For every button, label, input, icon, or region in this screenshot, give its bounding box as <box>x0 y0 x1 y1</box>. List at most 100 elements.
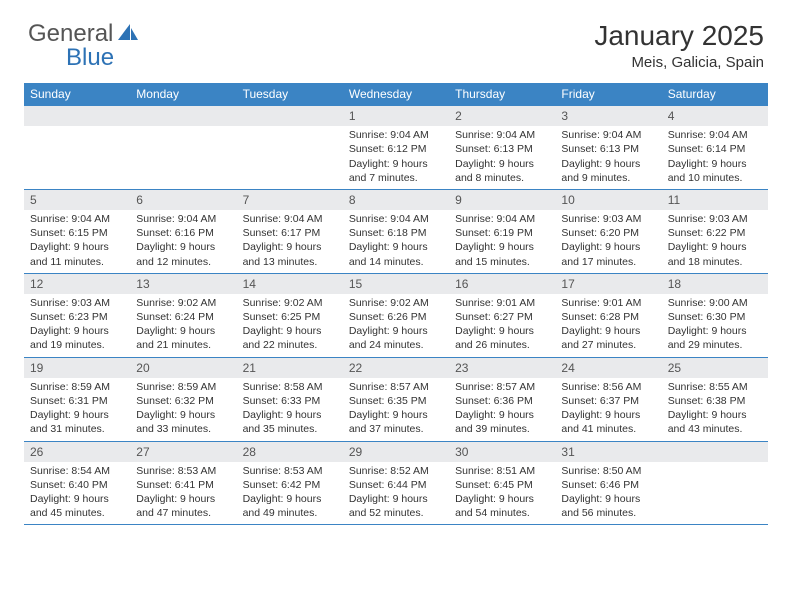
day-sunrise: Sunrise: 8:59 AM <box>30 380 124 394</box>
day-cell: 7Sunrise: 9:04 AMSunset: 6:17 PMDaylight… <box>237 190 343 273</box>
day-daylight2: and 18 minutes. <box>668 255 762 269</box>
day-number: 11 <box>662 190 768 210</box>
day-number: 26 <box>24 442 130 462</box>
day-sunrise: Sunrise: 9:04 AM <box>668 128 762 142</box>
day-daylight1: Daylight: 9 hours <box>136 324 230 338</box>
day-daylight2: and 35 minutes. <box>243 422 337 436</box>
day-daylight2: and 17 minutes. <box>561 255 655 269</box>
day-daylight1: Daylight: 9 hours <box>30 324 124 338</box>
day-daylight1: Daylight: 9 hours <box>455 240 549 254</box>
day-cell: 26Sunrise: 8:54 AMSunset: 6:40 PMDayligh… <box>24 442 130 525</box>
day-number: 20 <box>130 358 236 378</box>
day-number: 17 <box>555 274 661 294</box>
day-sunset: Sunset: 6:14 PM <box>668 142 762 156</box>
day-content: Sunrise: 9:04 AMSunset: 6:19 PMDaylight:… <box>449 210 555 273</box>
day-daylight2: and 49 minutes. <box>243 506 337 520</box>
day-sunrise: Sunrise: 9:04 AM <box>561 128 655 142</box>
day-sunrise: Sunrise: 9:01 AM <box>561 296 655 310</box>
day-sunrise: Sunrise: 8:55 AM <box>668 380 762 394</box>
day-cell: 5Sunrise: 9:04 AMSunset: 6:15 PMDaylight… <box>24 190 130 273</box>
weekday-header: Saturday <box>662 83 768 105</box>
day-cell: 14Sunrise: 9:02 AMSunset: 6:25 PMDayligh… <box>237 274 343 357</box>
day-number: 30 <box>449 442 555 462</box>
day-daylight2: and 56 minutes. <box>561 506 655 520</box>
day-number: 28 <box>237 442 343 462</box>
day-sunset: Sunset: 6:12 PM <box>349 142 443 156</box>
day-sunset: Sunset: 6:46 PM <box>561 478 655 492</box>
empty-day-band <box>237 106 343 126</box>
day-sunset: Sunset: 6:35 PM <box>349 394 443 408</box>
day-sunrise: Sunrise: 8:58 AM <box>243 380 337 394</box>
day-daylight1: Daylight: 9 hours <box>30 492 124 506</box>
day-content: Sunrise: 9:04 AMSunset: 6:13 PMDaylight:… <box>449 126 555 189</box>
day-content: Sunrise: 8:52 AMSunset: 6:44 PMDaylight:… <box>343 462 449 525</box>
day-sunset: Sunset: 6:44 PM <box>349 478 443 492</box>
day-daylight2: and 27 minutes. <box>561 338 655 352</box>
day-number: 9 <box>449 190 555 210</box>
day-daylight1: Daylight: 9 hours <box>243 324 337 338</box>
day-sunrise: Sunrise: 8:59 AM <box>136 380 230 394</box>
brand-text-blue: Blue <box>66 44 114 72</box>
day-sunrise: Sunrise: 8:53 AM <box>136 464 230 478</box>
day-sunrise: Sunrise: 9:02 AM <box>349 296 443 310</box>
day-content: Sunrise: 9:04 AMSunset: 6:18 PMDaylight:… <box>343 210 449 273</box>
day-sunset: Sunset: 6:17 PM <box>243 226 337 240</box>
day-daylight2: and 47 minutes. <box>136 506 230 520</box>
day-number: 8 <box>343 190 449 210</box>
day-daylight1: Daylight: 9 hours <box>349 324 443 338</box>
day-cell: 30Sunrise: 8:51 AMSunset: 6:45 PMDayligh… <box>449 442 555 525</box>
day-cell: 13Sunrise: 9:02 AMSunset: 6:24 PMDayligh… <box>130 274 236 357</box>
day-cell: 16Sunrise: 9:01 AMSunset: 6:27 PMDayligh… <box>449 274 555 357</box>
weekday-header: Thursday <box>449 83 555 105</box>
day-daylight1: Daylight: 9 hours <box>243 240 337 254</box>
day-daylight2: and 13 minutes. <box>243 255 337 269</box>
day-content: Sunrise: 9:02 AMSunset: 6:26 PMDaylight:… <box>343 294 449 357</box>
day-sunset: Sunset: 6:27 PM <box>455 310 549 324</box>
day-content: Sunrise: 9:02 AMSunset: 6:25 PMDaylight:… <box>237 294 343 357</box>
day-cell: 18Sunrise: 9:00 AMSunset: 6:30 PMDayligh… <box>662 274 768 357</box>
day-daylight1: Daylight: 9 hours <box>455 157 549 171</box>
day-daylight2: and 26 minutes. <box>455 338 549 352</box>
day-number: 12 <box>24 274 130 294</box>
day-daylight2: and 33 minutes. <box>136 422 230 436</box>
day-cell: 11Sunrise: 9:03 AMSunset: 6:22 PMDayligh… <box>662 190 768 273</box>
day-content: Sunrise: 9:01 AMSunset: 6:27 PMDaylight:… <box>449 294 555 357</box>
day-sunset: Sunset: 6:26 PM <box>349 310 443 324</box>
day-daylight1: Daylight: 9 hours <box>668 240 762 254</box>
day-sunrise: Sunrise: 8:52 AM <box>349 464 443 478</box>
day-daylight2: and 19 minutes. <box>30 338 124 352</box>
weekday-header: Monday <box>130 83 236 105</box>
day-sunrise: Sunrise: 9:02 AM <box>136 296 230 310</box>
day-content: Sunrise: 8:55 AMSunset: 6:38 PMDaylight:… <box>662 378 768 441</box>
day-content: Sunrise: 8:53 AMSunset: 6:42 PMDaylight:… <box>237 462 343 525</box>
day-number: 2 <box>449 106 555 126</box>
day-content: Sunrise: 9:00 AMSunset: 6:30 PMDaylight:… <box>662 294 768 357</box>
day-daylight2: and 29 minutes. <box>668 338 762 352</box>
day-sunset: Sunset: 6:32 PM <box>136 394 230 408</box>
day-daylight1: Daylight: 9 hours <box>243 408 337 422</box>
weekday-header: Wednesday <box>343 83 449 105</box>
day-cell <box>237 106 343 189</box>
day-sunrise: Sunrise: 9:01 AM <box>455 296 549 310</box>
day-sunrise: Sunrise: 9:04 AM <box>30 212 124 226</box>
day-number: 31 <box>555 442 661 462</box>
day-content: Sunrise: 9:04 AMSunset: 6:15 PMDaylight:… <box>24 210 130 273</box>
day-content: Sunrise: 8:59 AMSunset: 6:31 PMDaylight:… <box>24 378 130 441</box>
location-label: Meis, Galicia, Spain <box>594 54 764 71</box>
day-sunset: Sunset: 6:31 PM <box>30 394 124 408</box>
day-sunrise: Sunrise: 9:03 AM <box>668 212 762 226</box>
day-daylight2: and 31 minutes. <box>30 422 124 436</box>
week-row: 26Sunrise: 8:54 AMSunset: 6:40 PMDayligh… <box>24 441 768 526</box>
day-daylight2: and 8 minutes. <box>455 171 549 185</box>
day-sunrise: Sunrise: 9:04 AM <box>349 212 443 226</box>
day-cell: 10Sunrise: 9:03 AMSunset: 6:20 PMDayligh… <box>555 190 661 273</box>
weekday-header: Tuesday <box>237 83 343 105</box>
week-row: 12Sunrise: 9:03 AMSunset: 6:23 PMDayligh… <box>24 273 768 357</box>
day-sunrise: Sunrise: 9:03 AM <box>30 296 124 310</box>
day-number: 3 <box>555 106 661 126</box>
day-sunrise: Sunrise: 9:02 AM <box>243 296 337 310</box>
weekday-header: Friday <box>555 83 661 105</box>
day-cell: 17Sunrise: 9:01 AMSunset: 6:28 PMDayligh… <box>555 274 661 357</box>
day-daylight1: Daylight: 9 hours <box>455 492 549 506</box>
day-sunrise: Sunrise: 8:50 AM <box>561 464 655 478</box>
